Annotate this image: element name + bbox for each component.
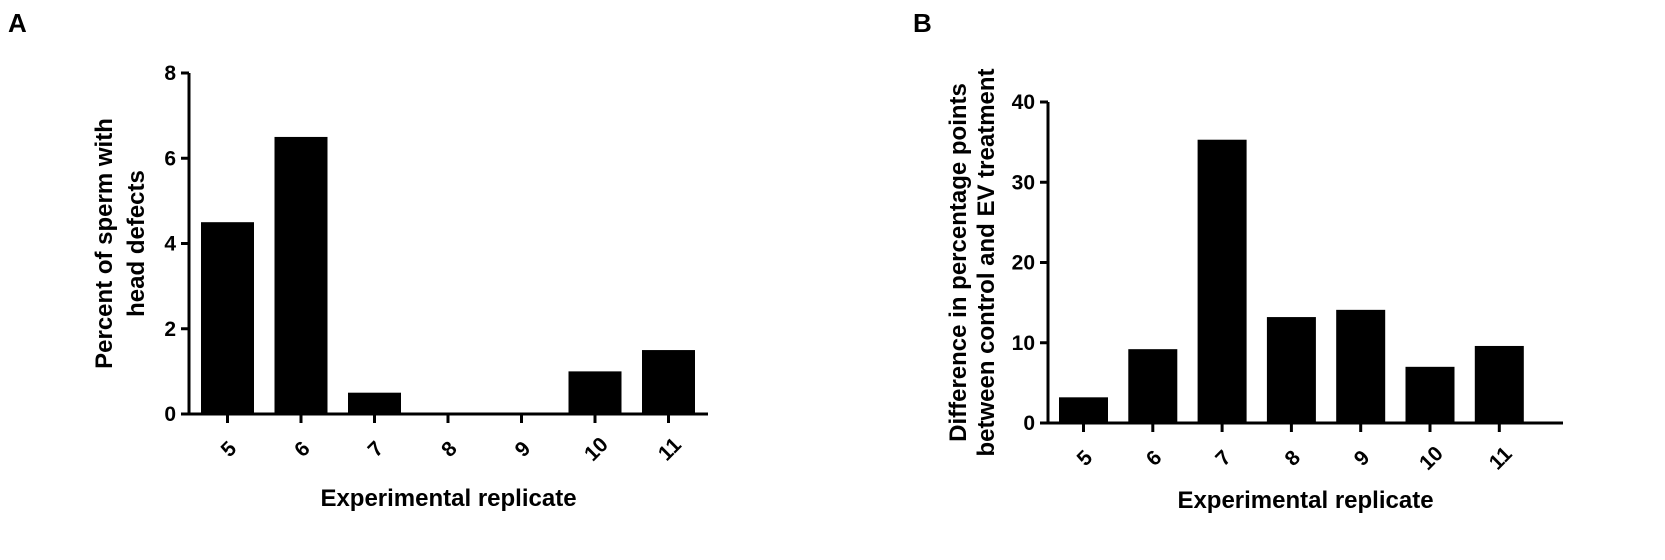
y-tick-label: 2: [164, 318, 176, 341]
bar: [1197, 139, 1247, 423]
x-tick-label: 8: [437, 437, 462, 462]
chart-b: 0 10 20 30 40 5 6 7 8 9 10 11 Experimental replicate…: [945, 68, 1563, 514]
bar: [568, 371, 622, 414]
bar: [1266, 317, 1316, 423]
y-tick-label: 8: [164, 62, 176, 85]
x-tick-label: 10: [580, 433, 613, 466]
y-tick-label: 0: [1023, 412, 1035, 435]
x-tick-label: 7: [364, 437, 389, 462]
x-tick-label: 9: [1350, 446, 1375, 471]
y-axis-title: Difference in percentage pointsbetween c…: [945, 68, 1000, 456]
x-axis-title: Experimental replicate: [320, 485, 576, 512]
bar: [201, 222, 254, 414]
bar: [1336, 309, 1386, 423]
y-axis-title: Percent of sperm with head defects: [91, 118, 150, 369]
panel-label-b: B: [913, 8, 932, 38]
bar: [1059, 397, 1108, 423]
y-tick-label: 30: [1012, 171, 1035, 194]
x-tick-label: 9: [511, 437, 536, 462]
x-tick-label: 11: [1485, 442, 1517, 474]
bar: [1474, 345, 1524, 423]
bar: [642, 350, 695, 414]
bar: [348, 392, 401, 414]
bar: [1405, 366, 1455, 423]
y-tick-label: 10: [1012, 332, 1035, 355]
x-axis-title: Experimental replicate: [1177, 487, 1433, 514]
y-tick-label: 40: [1012, 91, 1035, 114]
x-tick-label: 10: [1415, 442, 1448, 475]
x-tick-label: 7: [1211, 446, 1236, 471]
y-tick-label: 4: [164, 233, 176, 256]
bar: [1128, 349, 1178, 423]
y-tick-label: 0: [164, 403, 176, 426]
x-tick-label: 6: [1142, 446, 1167, 471]
x-tick-label: 5: [217, 437, 242, 462]
bar: [274, 136, 328, 414]
x-tick-label: 5: [1073, 446, 1098, 471]
x-tick-label: 6: [290, 437, 315, 462]
y-tick-label: 20: [1012, 252, 1035, 275]
panel-label-a: A: [8, 8, 27, 38]
x-tick-label: 8: [1281, 446, 1306, 471]
y-tick-label: 6: [164, 147, 176, 170]
x-tick-label: 11: [654, 433, 686, 465]
chart-a: 0 2 4 6 8 5 6 7 8 9 10 11 Experimental replicate Perc…: [91, 62, 708, 512]
